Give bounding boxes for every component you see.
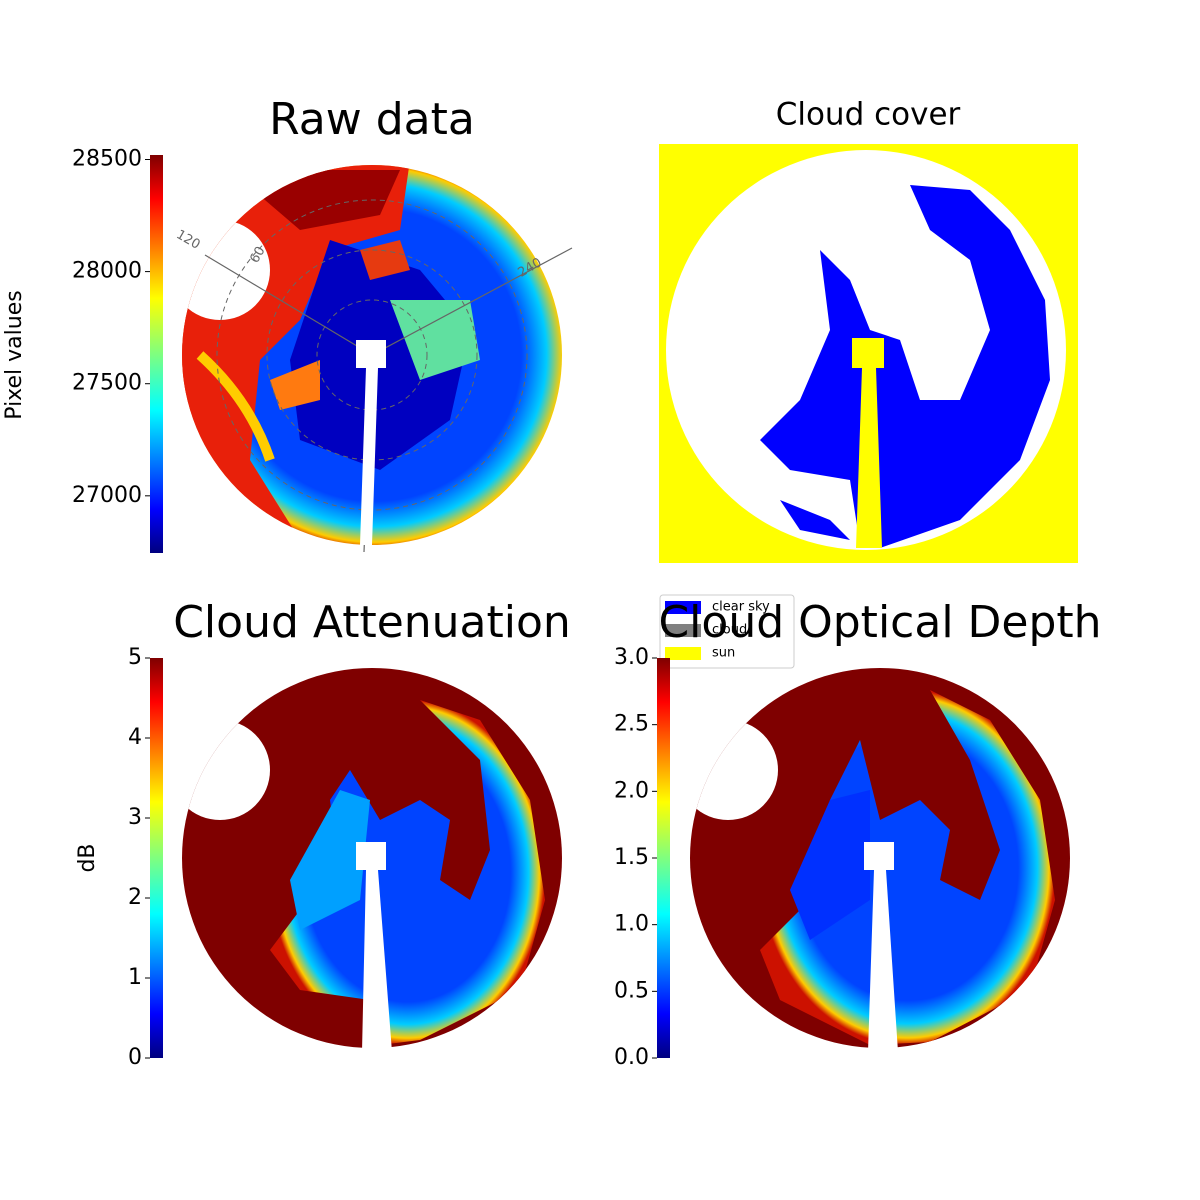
- cover-clear: [780, 500, 850, 540]
- colorbar-tick-label: 2.0: [614, 778, 649, 803]
- panel-title: Cloud cover: [776, 97, 961, 133]
- polar-label: 120: [173, 227, 202, 252]
- polar-label: 60: [247, 244, 268, 266]
- legend-swatch: [665, 624, 701, 637]
- legend-label: clear sky: [712, 600, 770, 615]
- colorbar-tick-label: 27000: [72, 483, 142, 508]
- colorbar-tick-label: 3: [128, 805, 142, 830]
- colorbar-tick-label: 28000: [72, 259, 142, 284]
- mask: [356, 842, 392, 1052]
- colorbar-tick-label: 1.0: [614, 912, 649, 937]
- colorbar: [150, 155, 163, 553]
- legend-swatch: [665, 647, 701, 660]
- legend-swatch: [665, 601, 701, 614]
- mask: [356, 340, 386, 545]
- colorbar-tick-label: 0.5: [614, 978, 649, 1003]
- colorbar-tick-label: 1.5: [614, 845, 649, 870]
- colorbar-tick-label: 27500: [72, 371, 142, 396]
- legend: clear sky cloud sun: [659, 594, 795, 669]
- colorbar-tick-label: 0: [128, 1045, 142, 1070]
- colorbar-tick-label: 2.5: [614, 712, 649, 737]
- panel-title: Cloud Optical Depth: [658, 597, 1101, 648]
- mask: [864, 842, 898, 1052]
- colorbar-label: dB: [75, 843, 100, 872]
- panel-title: Raw data: [269, 94, 475, 145]
- colorbar-tick-label: 1: [128, 965, 142, 990]
- legend-label: sun: [712, 646, 735, 661]
- attenuation-image: [182, 668, 562, 1048]
- colorbar-tick-label: 0.0: [614, 1045, 649, 1070]
- cover-sun: [852, 338, 884, 548]
- panel-title: Cloud Attenuation: [173, 597, 571, 648]
- colorbar-tick-label: 28500: [72, 146, 142, 171]
- colorbar-label: Pixel values: [2, 290, 27, 419]
- cover-clear: [760, 185, 1050, 548]
- colorbar-tick-label: 4: [128, 725, 142, 750]
- legend-label: cloud: [712, 623, 747, 638]
- colorbar: [150, 658, 163, 1058]
- colorbar-tick-label: 5: [128, 645, 142, 670]
- colorbar-tick-label: 3.0: [614, 645, 649, 670]
- colorbar: [657, 658, 670, 1058]
- colorbar-tick-label: 2: [128, 885, 142, 910]
